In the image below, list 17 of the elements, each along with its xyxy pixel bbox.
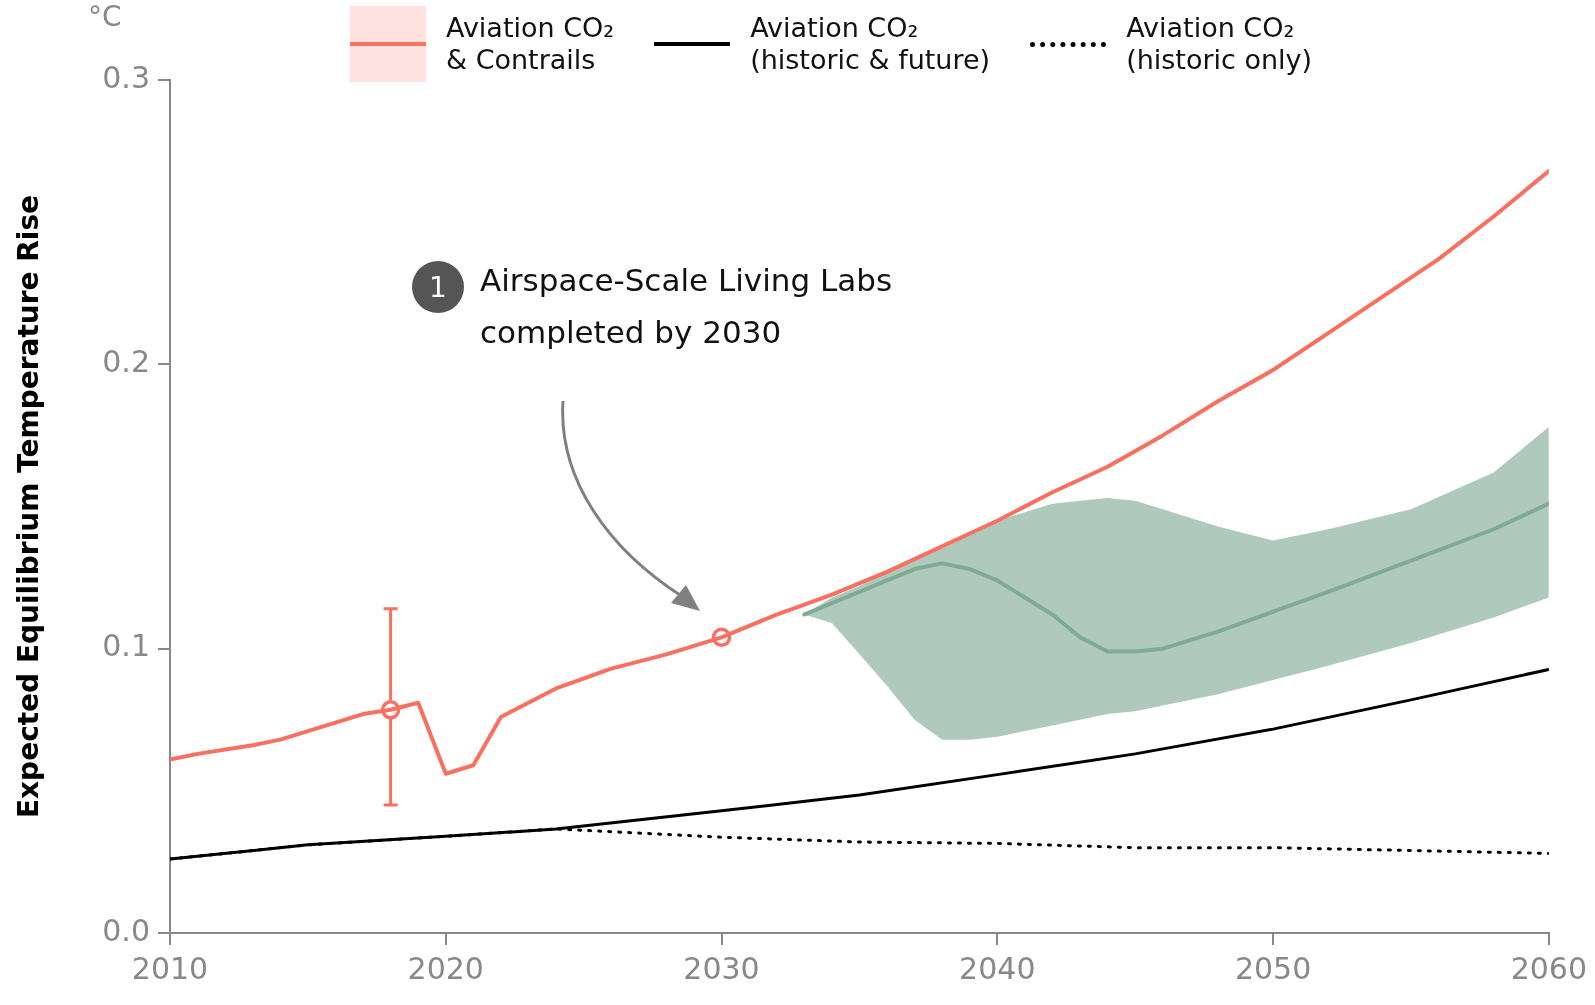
annotation: Airspace-Scale Living Labs completed by 2030	[480, 261, 893, 352]
legend-label: Aviation CO₂ (historic & future)	[750, 12, 991, 76]
x-tick-label: 2060	[1510, 950, 1588, 986]
y-tick-label: 0.1	[102, 628, 150, 664]
number-badge-icon: 1	[412, 261, 464, 313]
legend-label: Aviation CO₂ (historic only)	[1126, 12, 1313, 76]
x-tick-label: 2010	[131, 950, 209, 986]
y-axis-title: Expected Equilibrium Temperature Rise	[12, 194, 46, 819]
y-tick-label: 0.2	[102, 344, 150, 380]
x-tick-label: 2040	[959, 950, 1036, 986]
y-tick-label: 0.0	[102, 912, 150, 948]
text: °C	[88, 0, 122, 33]
x-tick-label: 2050	[1234, 950, 1312, 986]
y-tick-label: 0.3	[102, 59, 150, 95]
legend-label: Aviation CO₂ & Contrails	[446, 12, 615, 76]
x-tick-label: 2030	[683, 950, 760, 986]
x-tick-label: 2020	[407, 950, 484, 986]
